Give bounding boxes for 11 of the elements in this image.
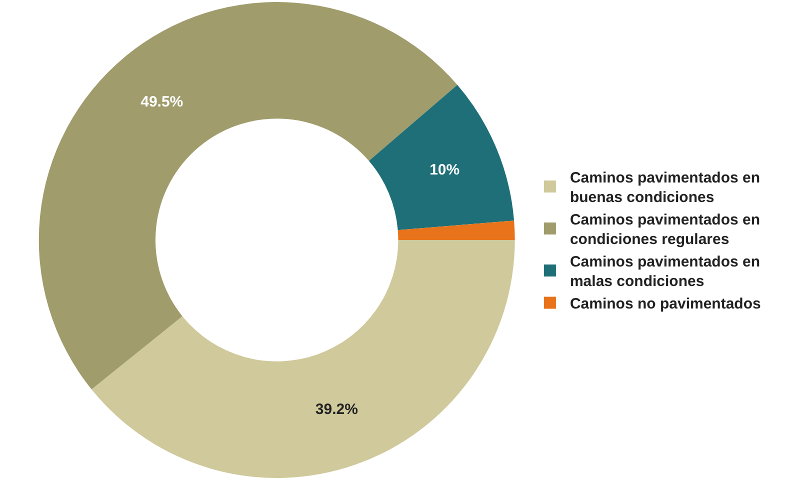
donut-slice bbox=[38, 2, 458, 390]
data-label: 10% bbox=[430, 161, 460, 178]
donut-slice bbox=[92, 240, 515, 478]
legend-label: Caminos no pavimentados bbox=[570, 296, 761, 313]
legend-label: Caminos pavimentados en malas condiciones bbox=[570, 254, 760, 290]
data-label: 49.5% bbox=[140, 93, 184, 110]
data-label: 39.2% bbox=[315, 400, 358, 418]
legend-label: Caminos pavimentados en condiciones regulares bbox=[570, 212, 760, 248]
donut-slice bbox=[398, 220, 515, 240]
donut-slice bbox=[368, 84, 514, 230]
legend-label: Caminos pavimentados en buenas condiciones bbox=[570, 170, 760, 206]
